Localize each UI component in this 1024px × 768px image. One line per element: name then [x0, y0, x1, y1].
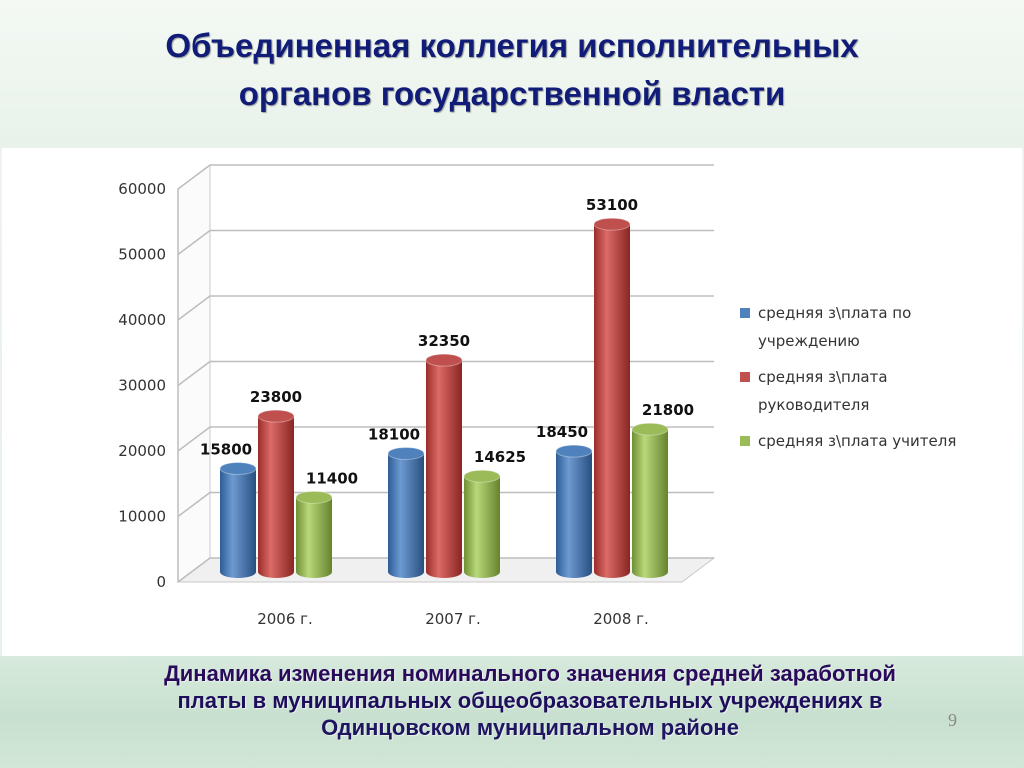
caption-line-1: Динамика изменения номинального значения… — [164, 661, 896, 686]
legend-label: средняя з\плата по — [758, 304, 911, 322]
legend-entry: средняя з\плата по учреждению — [740, 304, 911, 350]
y-tick-label: 50000 — [118, 246, 166, 264]
bar — [295, 490, 333, 578]
data-label: 18450 — [536, 423, 588, 441]
bar-cap — [555, 444, 593, 458]
data-label: 15800 — [200, 441, 252, 459]
gridline-side — [177, 164, 211, 190]
bar-body — [632, 429, 668, 578]
bar-body — [556, 451, 592, 578]
gridline-side — [177, 295, 211, 321]
gridline-side — [177, 229, 211, 256]
legend-label: учреждению — [758, 332, 860, 350]
data-label: 11400 — [306, 469, 358, 487]
y-tick-label: 10000 — [118, 508, 166, 526]
bar — [631, 422, 669, 578]
legend-swatch — [740, 436, 750, 446]
bar-cap — [219, 462, 257, 476]
gridline-side — [177, 491, 211, 518]
legend-label: средняя з\плата учителя — [758, 432, 956, 450]
page-number: 9 — [948, 710, 957, 730]
bar-cap — [257, 409, 295, 423]
bar — [219, 462, 257, 578]
caption-line-2: платы в муниципальных общеобразовательны… — [177, 688, 883, 713]
caption-line-3: Одинцовском муниципальном районе — [321, 715, 739, 740]
bar-cap — [463, 469, 501, 483]
bar — [425, 353, 463, 578]
bar-body — [220, 468, 256, 578]
bar-body — [258, 416, 294, 578]
x-category-label: 2008 г. — [593, 610, 649, 628]
y-tick-label: 30000 — [118, 377, 166, 395]
title-band — [0, 0, 1024, 148]
bar-cap — [593, 217, 631, 231]
y-tick-label: 40000 — [118, 311, 166, 329]
x-category-label: 2007 г. — [425, 610, 481, 628]
bar — [257, 409, 295, 578]
chart-panel: 0 10000 20000 30000 40000 50000 60000 15800 2380… — [2, 148, 1022, 656]
caption-band — [0, 656, 1024, 768]
y-tick-label: 0 — [156, 573, 166, 591]
legend-entry: средняя з\плата руководителя — [740, 368, 888, 414]
legend-entry: средняя з\плата учителя — [740, 432, 956, 450]
legend-swatch — [740, 308, 750, 318]
bar-body — [464, 476, 500, 578]
bar-body — [426, 360, 462, 578]
bar — [463, 469, 501, 578]
data-label: 53100 — [586, 196, 638, 214]
bar — [555, 444, 593, 578]
x-category-label: 2006 г. — [257, 610, 313, 628]
bar-body — [388, 453, 424, 578]
salary-bar-chart: 0 10000 20000 30000 40000 50000 60000 15800 2380… — [118, 164, 956, 628]
bar-body — [296, 497, 332, 578]
bar-cap — [631, 422, 669, 436]
title-line-1: Объединенная коллегия исполнительных — [165, 27, 859, 64]
data-label: 21800 — [642, 401, 694, 419]
bar-body — [594, 224, 630, 578]
bar-cap — [425, 353, 463, 367]
gridline-side — [177, 360, 211, 387]
data-label: 23800 — [250, 388, 302, 406]
title-line-2: органов государственной власти — [238, 75, 786, 112]
data-label: 18100 — [368, 425, 420, 443]
bar — [593, 217, 631, 578]
legend-swatch — [740, 372, 750, 382]
legend-label: средняя з\плата — [758, 368, 888, 386]
gridline-side — [177, 557, 211, 583]
legend-label: руководителя — [758, 396, 869, 414]
data-label: 14625 — [474, 448, 526, 466]
chart-caption: Динамика изменения номинального значения… — [40, 660, 1020, 741]
y-tick-label: 20000 — [118, 442, 166, 460]
data-label: 32350 — [418, 332, 470, 350]
bar-cap — [387, 446, 425, 460]
gridline-side — [177, 426, 211, 452]
bar — [387, 446, 425, 578]
bar-cap — [295, 490, 333, 504]
slide-title: Объединенная коллегия исполнительных орг… — [0, 22, 1024, 118]
y-tick-label: 60000 — [118, 180, 166, 198]
